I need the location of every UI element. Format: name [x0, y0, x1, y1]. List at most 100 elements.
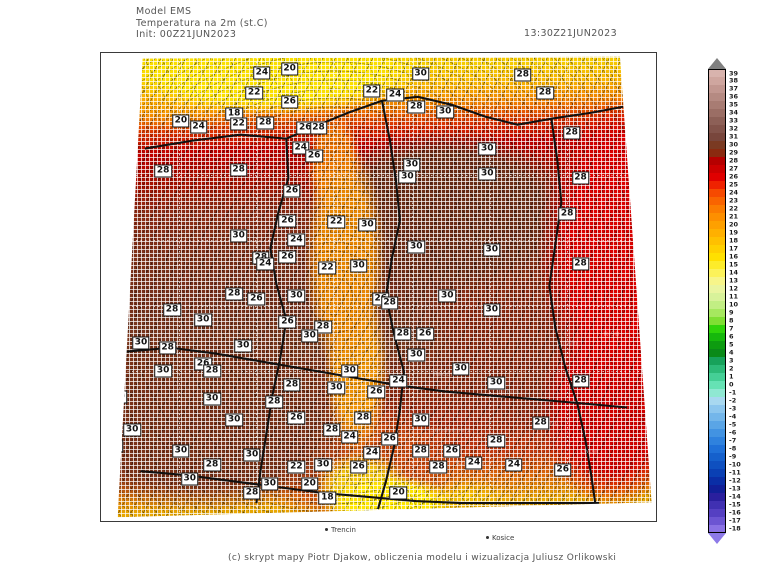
colorbar-tick--12: -12: [729, 476, 741, 485]
contour-label: 30: [300, 329, 319, 343]
contour-label: 22: [287, 460, 306, 474]
city-label: Lwow: [579, 446, 599, 455]
colorbar-tick-32: 32: [729, 124, 739, 133]
colorbar-tick--9: -9: [729, 452, 737, 461]
colorbar-cell-21: 21: [708, 213, 738, 221]
colorbar-tick-0: 0: [729, 380, 734, 389]
colorbar-tick-30: 30: [729, 140, 739, 149]
map-plot-frame[interactable]: RadomLublinZamoscSandomierzRzeszowLwowR-…: [100, 52, 657, 522]
contour-label: 30: [358, 218, 377, 232]
colorbar-cell-29: 29: [708, 149, 738, 157]
contour-label: 28: [283, 378, 301, 392]
colorbar-cell-22: 22: [708, 205, 738, 213]
contour-label: 30: [411, 67, 430, 81]
contour-label: 30: [123, 423, 141, 437]
contour-label: 28: [514, 68, 532, 82]
contour-label: 28: [225, 287, 243, 301]
colorbar-tick-20: 20: [729, 220, 739, 229]
colorbar-tick-14: 14: [729, 268, 739, 277]
colorbar-tick--7: -7: [729, 436, 737, 445]
colorbar-cell-19: 19: [708, 229, 738, 237]
colorbar-cell-17: 17: [708, 245, 738, 253]
colorbar-tick--5: -5: [729, 420, 737, 429]
colorbar-tick-39: 39: [729, 69, 739, 77]
contour-label: 30: [194, 313, 212, 327]
contour-label: 22: [363, 84, 381, 98]
contour-label: 24: [389, 374, 408, 388]
colorbar-tick--15: -15: [729, 500, 741, 509]
colorbar-cell-6: 6: [708, 333, 734, 341]
contour-label: 30: [172, 444, 190, 458]
colorbar-tick-4: 4: [729, 348, 734, 357]
contour-label: 28: [380, 296, 399, 310]
contour-label: 22: [318, 261, 337, 275]
contour-label: 30: [478, 167, 497, 181]
colorbar-above-max-arrow: [707, 58, 726, 69]
colorbar-cell-8: 8: [708, 317, 734, 325]
colorbar-cell-34: 34: [708, 109, 738, 117]
contour-label: 28: [256, 116, 275, 130]
map-clip: RadomLublinZamoscSandomierzRzeszowLwowR-…: [101, 53, 656, 521]
colorbar-cell--15: -15: [708, 501, 741, 509]
contour-label: 30: [117, 390, 128, 404]
colorbar-cell-30: 30: [708, 141, 738, 149]
contour-label: 20: [172, 114, 190, 128]
contour-label: 26: [380, 432, 399, 446]
city-label: R-58: [603, 329, 620, 338]
contour-label: 24: [287, 233, 306, 247]
colorbar-tick-21: 21: [729, 212, 739, 221]
contour-label: 26: [349, 460, 368, 474]
colorbar-tick-25: 25: [729, 180, 739, 189]
colorbar-tick--10: -10: [729, 460, 741, 469]
contour-label: 28: [429, 460, 448, 474]
colorbar-cell-10: 10: [708, 301, 738, 309]
contour-label: 30: [327, 381, 346, 395]
colorbar-cell--12: -12: [708, 477, 741, 485]
contour-label: 28: [571, 374, 590, 388]
colorbar-tick-19: 19: [729, 228, 739, 237]
temperature-field[interactable]: RadomLublinZamoscSandomierzRzeszowLwowR-…: [117, 56, 652, 518]
contour-label: 20: [280, 62, 299, 76]
colorbar-tick--17: -17: [729, 516, 741, 525]
contour-label: 24: [256, 257, 275, 271]
contour-label: 30: [340, 364, 359, 378]
colorbar-tick-8: 8: [729, 316, 734, 325]
colorbar-cell--7: -7: [708, 437, 736, 445]
colorbar-tick-31: 31: [729, 132, 739, 141]
colorbar-cell-3: 3: [708, 357, 734, 365]
contour-label: 26: [278, 315, 297, 329]
colorbar-cell-33: 33: [708, 117, 738, 125]
colorbar-tick--1: -1: [729, 388, 737, 397]
colorbar-tick-22: 22: [729, 204, 739, 213]
colorbar-cell-38: 38: [708, 77, 738, 85]
colorbar-tick--6: -6: [729, 428, 737, 437]
colorbar-tick--13: -13: [729, 484, 741, 493]
contour-label: 30: [154, 364, 172, 378]
colorbar-tick-35: 35: [729, 100, 739, 109]
colorbar-cell-31: 31: [708, 133, 738, 141]
contour-label: 30: [243, 448, 261, 462]
contour-label: 22: [245, 86, 263, 100]
colorbar-tick-9: 9: [729, 308, 734, 317]
contour-label: 30: [487, 376, 505, 390]
colorbar-tick-2: 2: [729, 364, 734, 373]
colorbar-tick-18: 18: [729, 236, 739, 245]
temperature-colorbar[interactable]: 39 38 37 36 35 34 33 32 31 30 29 28 27 26 25 24 23 22 21 20…: [707, 58, 741, 544]
colorbar-cell--5: -5: [708, 421, 736, 429]
contour-label: 22: [327, 215, 346, 229]
contour-label: 28: [203, 364, 221, 378]
colorbar-cell--16: -16: [708, 509, 741, 517]
colorbar-tick-38: 38: [729, 76, 739, 85]
city-label: Lublin: [498, 388, 520, 397]
colorbar-tick-16: 16: [729, 252, 739, 261]
contour-label: 30: [398, 170, 417, 184]
contour-label: 30: [451, 362, 470, 376]
colorbar-cell-1: 1: [708, 373, 734, 381]
colorbar-tick-26: 26: [729, 172, 739, 181]
colorbar-cell-12: 12: [708, 285, 738, 293]
colorbar-tick--18: -18: [729, 524, 741, 532]
colorbar-cell--8: -8: [708, 445, 736, 453]
contour-label: 28: [536, 86, 554, 100]
contour-label: 30: [203, 392, 221, 406]
colorbar-tick-27: 27: [729, 164, 739, 173]
